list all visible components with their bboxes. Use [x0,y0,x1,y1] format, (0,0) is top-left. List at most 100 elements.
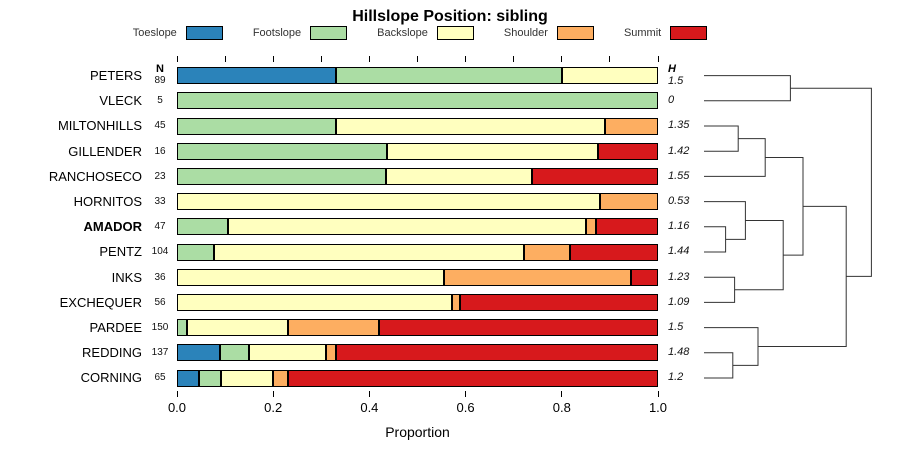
n-cell-peters: N 89 [146,63,174,87]
bar-segment-backslope [221,369,274,387]
h-cell-corning: 1.2 [668,371,684,384]
n-value: 89 [154,75,166,86]
top-axis-tick [224,56,226,62]
n-column-header: N [156,63,164,75]
n-cell-gillender: 16 [154,145,166,157]
legend-item-footslope: Footslope [253,26,348,40]
legend-item-summit: Summit [624,26,708,40]
n-cell-hornitos: 33 [154,196,166,207]
h-cell-miltonhills: 1.35 [668,119,690,132]
h-cell-pentz: 1.44 [668,245,690,258]
bar-segment-shoulder [451,293,461,311]
row-label-miltonhills: MILTONHILLS [57,118,142,134]
bar-segment-shoulder [523,243,570,261]
legend-item-backslope: Backslope [377,26,474,40]
bar-segment-shoulder [287,319,379,337]
stacked-bar-miltonhills [177,117,658,135]
bar-segment-summit [532,167,658,185]
bar-segment-footslope [199,369,222,387]
bar-segment-backslope [227,218,587,236]
stacked-bar-pentz [177,243,658,261]
bar-segment-footslope [177,218,228,236]
dendrogram [704,75,872,379]
stacked-bar-hornitos [177,193,658,211]
row-label-hornitos: HORNITOS [73,194,142,209]
bar-segment-footslope [177,319,187,337]
legend-swatch-shoulder [556,26,594,40]
bar-segment-footslope [335,67,562,85]
x-axis-tick-label: 0.4 [360,400,379,415]
row-label-redding: REDDING [82,345,142,361]
bar-segment-shoulder [605,117,658,135]
x-axis-label: Proportion [385,424,450,440]
row-label-inks: INKS [111,269,142,285]
stacked-bar-amador [177,218,658,236]
bar-segment-footslope [177,142,388,160]
legend-label: Shoulder [503,27,548,39]
x-axis-tick [465,391,467,397]
row-label-ranchoseco: RANCHOSECO [48,168,142,184]
x-axis-tick [176,391,178,397]
bar-segment-summit [596,218,658,236]
legend-swatch-toeslope [185,26,223,40]
bar-segment-backslope [249,344,327,362]
legend-swatch-backslope [436,26,474,40]
bar-segment-backslope [561,67,658,85]
legend-item-shoulder: Shoulder [504,26,594,40]
n-cell-redding: 137 [151,347,169,359]
bar-segment-summit [597,142,658,160]
top-axis-tick [368,56,370,62]
x-axis-tick-label: 0.0 [167,400,187,415]
n-cell-vleck: 5 [157,95,163,107]
legend-swatch-footslope [310,26,348,40]
row-label-pardee: PARDEE [89,320,143,335]
bar-segment-summit [335,344,658,362]
legend-swatch-summit [670,26,708,40]
bar-segment-backslope [177,293,452,311]
bar-segment-footslope [220,344,250,362]
n-cell-corning: 65 [154,372,166,384]
h-cell-exchequer: 1.09 [668,295,690,308]
x-axis-tick-label: 0.6 [456,400,475,415]
stacked-bar-corning [177,369,658,387]
h-cell-amador: 1.16 [668,220,690,233]
top-axis-tick [320,56,322,62]
stacked-bar-pardee [177,319,658,337]
x-axis-tick-label: 0.2 [264,400,283,415]
legend-item-toeslope: Toeslope [133,26,223,40]
row-label-amador: AMADOR [83,219,143,235]
x-axis-tick-label: 1.0 [648,400,668,415]
bar-segment-summit [569,243,658,261]
n-cell-ranchoseco: 23 [154,170,166,182]
bar-segment-shoulder [443,268,632,286]
x-axis-tick [657,391,659,397]
h-cell-hornitos: 0.53 [668,195,690,207]
bar-segment-footslope [177,167,387,185]
bar-segment-summit [288,369,658,387]
bar-segment-backslope [386,167,533,185]
x-axis-tick [272,391,274,397]
row-label-gillender: GILLENDER [68,143,142,159]
x-axis-tick-label: 0.8 [552,400,571,415]
stacked-bar-vleck [177,92,658,110]
dendrogram-links [704,75,872,379]
legend: Toeslope Footslope Backslope Shoulder Summit [0,26,840,40]
h-column-header: H [668,63,676,75]
bar-segment-toeslope [177,67,336,85]
h-cell-pardee: 1.5 [668,321,684,333]
h-cell-peters: H 1.5 [664,63,706,87]
stacked-bar-redding [177,344,658,362]
top-axis-tick [417,56,418,62]
bar-segment-shoulder [586,218,597,236]
stacked-bar-gillender [177,142,658,160]
top-axis-tick [657,56,659,62]
bar-segment-backslope [177,268,444,286]
bar-segment-shoulder [599,193,658,211]
bar-segment-footslope [177,92,658,110]
stacked-bar-peters [177,67,658,85]
bar-segment-shoulder [326,344,336,362]
h-cell-gillender: 1.42 [668,144,690,157]
bar-segment-toeslope [177,369,200,387]
top-axis-tick [561,56,563,62]
